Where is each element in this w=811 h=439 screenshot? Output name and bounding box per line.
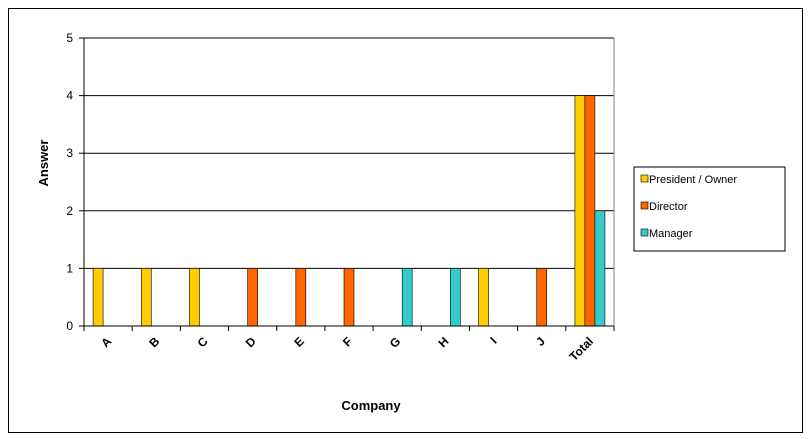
axes: [79, 37, 615, 331]
bar-j-director: [536, 268, 548, 327]
legend-label-0: President / Owner: [649, 174, 737, 186]
bar-g-manager: [401, 268, 413, 327]
x-tick-label-a: A: [98, 334, 114, 350]
x-tick-label-f: F: [340, 334, 355, 349]
x-tick-label-h: H: [435, 334, 451, 350]
legend-box: [633, 166, 786, 252]
y-tick-label-2: 2: [66, 204, 73, 218]
y-tick-label-1: 1: [66, 261, 73, 275]
x-tick-labels: A B C D E F G H I J Total: [98, 334, 596, 364]
bar-i-president-owner: [478, 268, 489, 327]
legend-swatch-2: [640, 228, 649, 237]
gridlines: [84, 37, 615, 326]
y-tick-label-5: 5: [66, 31, 73, 45]
x-tick-label-total: Total: [566, 334, 596, 364]
bar-total-manager: [594, 210, 606, 327]
y-tick-label-3: 3: [66, 146, 73, 160]
legend-swatch-0: [640, 174, 649, 183]
y-tick-labels: 0 1 2 3 4 5: [66, 31, 73, 333]
x-tick-label-c: C: [195, 334, 211, 350]
y-axis-title: Answer: [36, 140, 51, 187]
y-tick-label-0: 0: [66, 319, 73, 333]
x-tick-label-b: B: [146, 334, 162, 350]
x-tick-label-i: I: [487, 334, 499, 346]
bar-e-director: [295, 268, 307, 327]
x-tick-label-j: J: [533, 334, 548, 349]
legend-label-2: Manager: [649, 228, 693, 240]
bars: [92, 95, 606, 327]
x-tick-label-e: E: [291, 334, 307, 350]
bar-b-president-owner: [140, 268, 152, 327]
bar-total-director: [584, 95, 596, 327]
bar-total-president-owner: [574, 95, 586, 327]
bar-h-manager: [450, 268, 461, 327]
bar-f-director: [343, 268, 355, 327]
x-tick-label-g: G: [387, 334, 404, 351]
legend-label-1: Director: [649, 201, 688, 213]
x-tick-label-d: D: [243, 334, 259, 350]
bar-c-president-owner: [189, 268, 200, 327]
x-axis-title: Company: [341, 398, 401, 413]
legend-swatch-1: [640, 201, 649, 210]
legend: President / Owner Director Manager: [633, 166, 786, 252]
bar-d-director: [247, 268, 258, 327]
y-tick-label-4: 4: [66, 89, 73, 103]
bar-a-president-owner: [92, 268, 104, 327]
